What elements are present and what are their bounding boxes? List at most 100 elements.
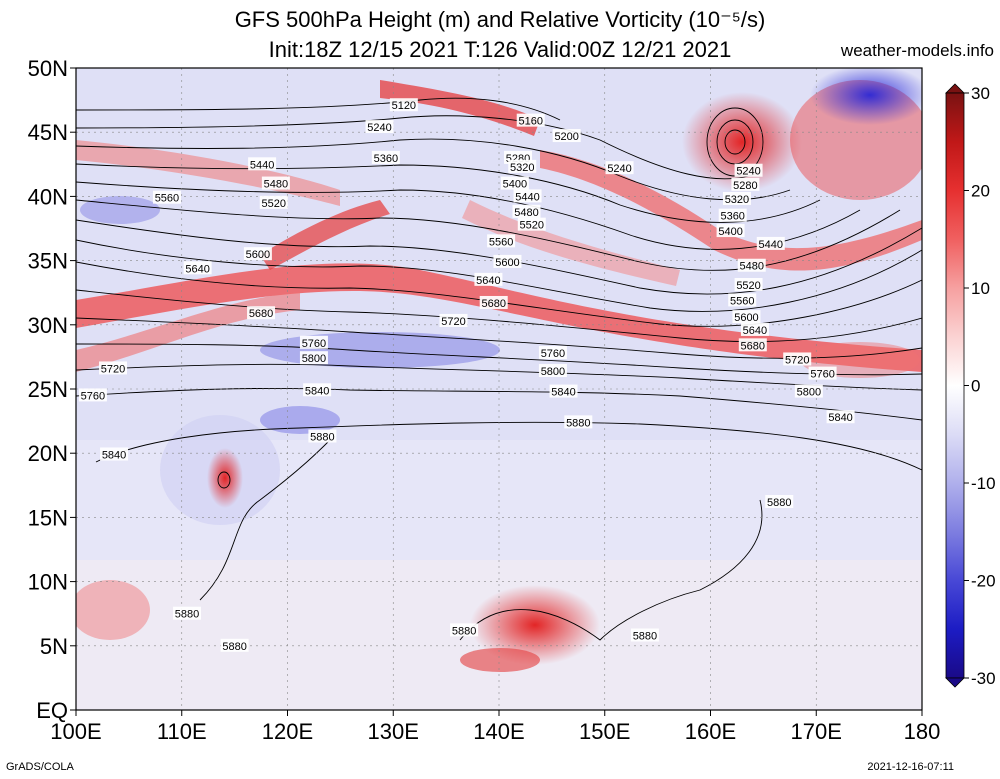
- contour-label: 5560: [487, 234, 516, 248]
- contour-label: 5720: [99, 361, 128, 375]
- contour-label: 5480: [261, 176, 290, 191]
- contour-label: 5280: [731, 177, 760, 192]
- contour-label: 5400: [500, 176, 529, 191]
- colorbar-ticks: 30 20 10 0 -10 -20 -30: [964, 84, 996, 688]
- contour-label-bg: [728, 293, 757, 307]
- contour-label-text: 5520: [262, 198, 286, 210]
- contour-label-bg: [765, 494, 794, 508]
- contour-label: 5320: [722, 191, 751, 206]
- contour-label-bg: [389, 98, 418, 112]
- contour-label-text: 5320: [725, 194, 749, 206]
- contour-label: 5840: [303, 383, 332, 397]
- contour-label: 5680: [479, 295, 508, 310]
- contour-label-bg: [243, 247, 272, 261]
- contour-label-bg: [248, 157, 277, 171]
- software-credit: GrADS/COLA: [6, 761, 74, 773]
- contour-label-bg: [716, 224, 745, 238]
- contour-label-bg: [500, 176, 529, 190]
- contour-label-text: 5360: [720, 211, 744, 223]
- contour-label-text: 5200: [554, 131, 578, 143]
- contour-label-bg: [493, 254, 522, 268]
- contour-label: 5880: [173, 606, 202, 621]
- contour-label-bg: [731, 177, 760, 191]
- contour-label-text: 5800: [797, 387, 821, 399]
- contour-label-bg: [365, 120, 394, 134]
- contour-label: 5640: [740, 322, 769, 337]
- contour-label-bg: [732, 310, 761, 324]
- contour-label: 5760: [78, 388, 107, 402]
- contour-label-text: 5800: [541, 366, 565, 378]
- contour-label-bg: [718, 208, 747, 222]
- colorbar-tick-label: 10: [971, 279, 990, 298]
- colorbar-tick-label: -10: [971, 474, 996, 493]
- vorticity-colorbar: 30 20 10 0 -10 -20 -30: [945, 83, 996, 688]
- contour-label-text: 5520: [736, 280, 760, 292]
- contour-label-text: 5480: [264, 179, 288, 191]
- contour-label-bg: [737, 258, 766, 272]
- contour-label-text: 5400: [503, 179, 527, 191]
- contour-label: 5560: [152, 190, 181, 205]
- contour-label: 5600: [243, 247, 272, 261]
- lat-tick-label: EQ: [36, 698, 68, 723]
- lon-tick-label: 110E: [157, 719, 207, 744]
- contour-label-text: 5880: [767, 497, 791, 509]
- lon-tick-label: 100E: [50, 719, 101, 744]
- colorbar-tick-label: -20: [971, 572, 996, 591]
- colorbar-tick-label: 30: [971, 84, 990, 103]
- contour-label-bg: [783, 352, 812, 366]
- contour-label: 5440: [756, 236, 785, 251]
- contour-label: 5760: [538, 346, 567, 360]
- contour-label-text: 5440: [250, 159, 274, 171]
- lon-tick-label: 130E: [368, 719, 419, 744]
- contour-label-text: 5680: [249, 308, 273, 320]
- contour-label-text: 5760: [81, 390, 105, 402]
- colorbar-bottom-arrow: [945, 677, 965, 688]
- contour-label-text: 5840: [551, 387, 575, 399]
- contour-label: 5880: [220, 638, 249, 653]
- contour-label-text: 5720: [785, 354, 809, 366]
- axis-ticks: 100E 110E 120E 130E 140E 150E 160E 170E 180 EQ 5N 1…: [28, 56, 941, 744]
- contour-label-text: 5480: [514, 207, 538, 219]
- contour-label-bg: [99, 361, 128, 375]
- contour-label-text: 5280: [733, 180, 757, 192]
- lat-tick-label: 15N: [28, 505, 68, 530]
- contour-label-text: 5480: [740, 261, 764, 273]
- contour-label: 5520: [259, 195, 288, 210]
- contour-label-bg: [552, 129, 581, 143]
- contour-label-bg: [152, 190, 181, 204]
- contour-label-bg: [439, 313, 468, 327]
- contour-label-text: 5560: [730, 295, 754, 307]
- contour-label: 5760: [299, 335, 328, 350]
- colorbar-tick-label: -30: [971, 669, 996, 688]
- lat-tick-label: 50N: [28, 56, 68, 81]
- contour-label: 5880: [765, 494, 794, 509]
- contour-label-bg: [516, 113, 545, 127]
- contour-label: 5480: [512, 204, 541, 219]
- lat-tick-label: 10N: [28, 570, 68, 595]
- colorbar-top-arrow: [945, 83, 965, 94]
- contour-label-bg: [450, 623, 479, 637]
- contour-label-bg: [259, 195, 288, 209]
- contour-label-text: 5560: [489, 236, 513, 248]
- contour-label: 5240: [365, 120, 394, 134]
- contour-label: 5600: [732, 310, 761, 324]
- lon-tick-label: 160E: [685, 719, 736, 744]
- contour-label-text: 5880: [175, 609, 199, 621]
- contour-label-text: 5160: [518, 116, 542, 128]
- contour-label-text: 5640: [476, 275, 500, 287]
- contour-label-text: 5840: [828, 412, 852, 424]
- contour-label: 5880: [564, 415, 593, 429]
- contour-label-bg: [538, 346, 567, 360]
- contour-label-bg: [734, 277, 763, 291]
- contour-label: 5800: [299, 351, 328, 365]
- site-credit: weather-models.info: [840, 41, 994, 60]
- contour-label-bg: [512, 204, 541, 218]
- contour-label-text: 5640: [743, 325, 767, 337]
- contour-label: 5840: [100, 447, 129, 461]
- lon-tick-label: 120E: [262, 719, 313, 744]
- contour-label-bg: [220, 638, 249, 652]
- contour-label-text: 5880: [222, 641, 246, 653]
- contour-label-text: 5360: [374, 153, 398, 165]
